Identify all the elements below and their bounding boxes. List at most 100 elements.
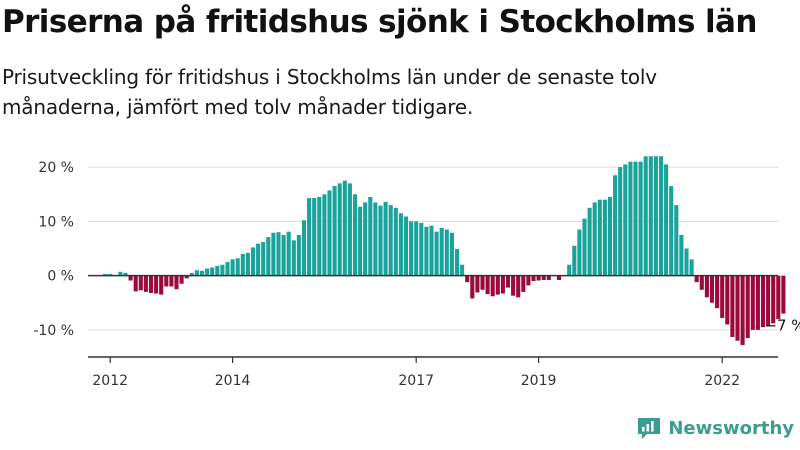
bar — [409, 221, 414, 276]
bar — [271, 232, 276, 276]
bar — [199, 270, 205, 276]
bar — [291, 240, 296, 276]
bar — [342, 180, 347, 276]
bar — [658, 156, 664, 276]
bar — [174, 275, 179, 290]
bar — [403, 216, 409, 276]
bar — [684, 248, 689, 276]
bar — [261, 241, 266, 276]
bar — [460, 264, 465, 276]
bar — [776, 275, 781, 320]
bar — [730, 275, 735, 337]
bar — [766, 275, 771, 327]
bar — [143, 275, 148, 292]
bar — [485, 275, 490, 295]
bar — [159, 275, 164, 295]
bar — [286, 231, 291, 276]
bar — [618, 167, 623, 276]
newsworthy-logo-icon — [638, 418, 661, 439]
bar — [296, 234, 301, 276]
bar — [582, 218, 587, 276]
x-tick-label: 2012 — [92, 373, 128, 389]
bar — [720, 275, 725, 318]
bar — [123, 272, 128, 276]
bar — [541, 275, 546, 280]
bar — [378, 205, 383, 276]
bar — [715, 275, 720, 309]
y-tick-label: 10 % — [38, 214, 74, 230]
bar — [669, 186, 674, 276]
bar — [240, 253, 245, 276]
bar — [327, 190, 332, 276]
bar — [388, 205, 393, 276]
bar — [179, 275, 184, 284]
bar — [215, 265, 220, 276]
bar — [210, 267, 215, 276]
bar — [128, 275, 133, 281]
bar — [689, 259, 694, 276]
bar — [750, 275, 755, 330]
bar — [771, 275, 776, 324]
bar — [556, 275, 562, 280]
bar — [230, 259, 235, 276]
bar — [648, 156, 653, 276]
bar — [256, 243, 261, 276]
bar — [505, 275, 511, 288]
bar — [148, 275, 154, 293]
bar — [613, 175, 618, 276]
bar — [454, 249, 460, 276]
x-tick-label: 2014 — [215, 373, 251, 389]
bar — [511, 275, 516, 296]
bar — [653, 156, 658, 276]
bar — [312, 198, 317, 276]
bar — [587, 207, 592, 276]
bar — [740, 275, 745, 346]
bar — [495, 275, 500, 295]
bar — [439, 227, 444, 276]
y-tick-label: 20 % — [38, 160, 74, 176]
bar — [189, 272, 194, 276]
bar — [531, 275, 536, 282]
bar — [546, 275, 551, 280]
x-tick-label: 2017 — [398, 373, 434, 389]
bar — [276, 232, 281, 276]
bar — [633, 161, 638, 276]
bar — [699, 275, 704, 290]
bar — [317, 196, 322, 276]
bar — [337, 183, 342, 276]
bar — [465, 275, 470, 283]
bar — [755, 275, 760, 330]
bar — [567, 264, 572, 276]
bar — [245, 252, 250, 276]
bars — [103, 156, 786, 346]
bar — [490, 275, 495, 297]
bar — [475, 275, 480, 293]
bar — [373, 202, 378, 276]
bar — [602, 199, 607, 276]
bar — [419, 223, 424, 276]
bar — [133, 275, 138, 292]
chart-title: Priserna på fritidshus sjönk i Stockholm… — [2, 4, 757, 40]
bar — [480, 275, 485, 290]
bar — [322, 194, 327, 276]
bar — [332, 186, 337, 276]
bar — [607, 196, 613, 276]
bar — [516, 275, 521, 298]
bar — [347, 183, 352, 276]
bar — [301, 220, 307, 276]
bar — [679, 234, 684, 276]
bar — [623, 164, 628, 276]
bar — [592, 202, 597, 276]
bar — [220, 264, 225, 276]
bar — [449, 232, 454, 276]
bar — [521, 275, 526, 292]
x-tick-label: 2019 — [521, 373, 557, 389]
axes: 20 %10 %0 %-10 %201220142017201920222024 — [33, 160, 778, 389]
bar — [597, 199, 602, 276]
bar — [643, 156, 648, 276]
bar — [138, 275, 143, 291]
bar — [225, 262, 230, 276]
bar — [526, 275, 531, 286]
bar — [745, 275, 750, 339]
